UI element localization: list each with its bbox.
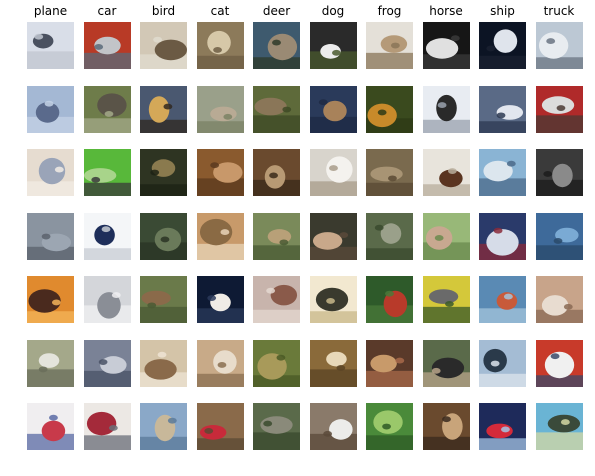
- sample-image-car-6: [83, 339, 131, 387]
- sample-image-ship-1: [479, 22, 526, 69]
- sample-image-deer-4: [253, 212, 300, 260]
- sample-image-bird-3: [140, 149, 187, 196]
- sample-image-bird-2: [140, 85, 187, 133]
- sample-image-cat-2: [196, 85, 244, 133]
- sample-image-cat-6: [196, 339, 244, 387]
- sample-image-cat-5: [196, 276, 244, 323]
- sample-image-bird-1: [140, 22, 187, 69]
- sample-image-truck-4: [535, 212, 583, 260]
- sample-image-dog-7: [309, 403, 357, 450]
- sample-image-deer-7: [253, 403, 300, 450]
- sample-image-car-1: [83, 22, 131, 69]
- sample-image-cat-7: [196, 403, 244, 450]
- sample-image-bird-7: [140, 403, 187, 450]
- sample-image-ship-4: [479, 212, 526, 260]
- sample-image-car-4: [83, 212, 131, 260]
- sample-image-car-5: [83, 276, 131, 323]
- sample-image-frog-1: [366, 22, 413, 69]
- sample-image-truck-5: [535, 276, 583, 323]
- sample-image-ship-7: [479, 403, 526, 450]
- sample-image-frog-6: [366, 339, 413, 387]
- sample-image-frog-5: [366, 276, 413, 323]
- sample-image-dog-1: [309, 22, 357, 69]
- sample-image-cat-3: [196, 149, 244, 196]
- sample-image-bird-5: [140, 276, 187, 323]
- sample-image-ship-3: [479, 149, 526, 196]
- sample-image-plane-2: [27, 85, 74, 133]
- sample-image-horse-3: [422, 149, 470, 196]
- sample-image-car-2: [83, 85, 131, 133]
- sample-image-truck-6: [535, 339, 583, 387]
- sample-image-cat-1: [196, 22, 244, 69]
- sample-image-deer-5: [253, 276, 300, 323]
- sample-image-plane-6: [27, 339, 74, 387]
- sample-image-frog-3: [366, 149, 413, 196]
- sample-image-frog-7: [366, 403, 413, 450]
- sample-image-horse-1: [422, 22, 470, 69]
- sample-image-horse-6: [422, 339, 470, 387]
- sample-image-car-3: [83, 149, 131, 196]
- sample-image-plane-5: [27, 276, 74, 323]
- sample-image-dog-2: [309, 85, 357, 133]
- column-title-dog: dog: [321, 4, 345, 18]
- sample-image-ship-6: [479, 339, 526, 387]
- column-title-cat: cat: [210, 4, 230, 18]
- sample-image-bird-6: [140, 339, 187, 387]
- column-title-bird: bird: [151, 4, 176, 18]
- sample-image-dog-6: [309, 339, 357, 387]
- sample-image-dog-3: [309, 149, 357, 196]
- column-title-horse: horse: [429, 4, 463, 18]
- sample-image-deer-6: [253, 339, 300, 387]
- sample-image-deer-1: [253, 22, 300, 69]
- sample-image-car-7: [83, 403, 131, 450]
- column-title-deer: deer: [262, 4, 291, 18]
- sample-image-horse-5: [422, 276, 470, 323]
- sample-image-truck-2: [535, 85, 583, 133]
- sample-image-deer-2: [253, 85, 300, 133]
- sample-image-ship-2: [479, 85, 526, 133]
- sample-image-truck-1: [535, 22, 583, 69]
- sample-image-ship-5: [479, 276, 526, 323]
- sample-image-plane-1: [27, 22, 74, 69]
- column-title-truck: truck: [543, 4, 575, 18]
- sample-image-frog-2: [366, 85, 413, 133]
- sample-image-deer-3: [253, 149, 300, 196]
- sample-image-dog-4: [309, 212, 357, 260]
- sample-image-horse-7: [422, 403, 470, 450]
- sample-image-cat-4: [196, 212, 244, 260]
- sample-image-horse-4: [422, 212, 470, 260]
- sample-image-plane-7: [27, 403, 74, 450]
- sample-image-dog-5: [309, 276, 357, 323]
- sample-image-truck-7: [535, 403, 583, 450]
- column-title-frog: frog: [377, 4, 402, 18]
- sample-image-horse-2: [422, 85, 470, 133]
- column-title-car: car: [97, 4, 117, 18]
- column-title-ship: ship: [490, 4, 515, 18]
- sample-image-bird-4: [140, 212, 187, 260]
- column-title-plane: plane: [33, 4, 68, 18]
- sample-image-plane-4: [27, 212, 74, 260]
- sample-image-frog-4: [366, 212, 413, 260]
- sample-image-truck-3: [535, 149, 583, 196]
- sample-image-plane-3: [27, 149, 74, 196]
